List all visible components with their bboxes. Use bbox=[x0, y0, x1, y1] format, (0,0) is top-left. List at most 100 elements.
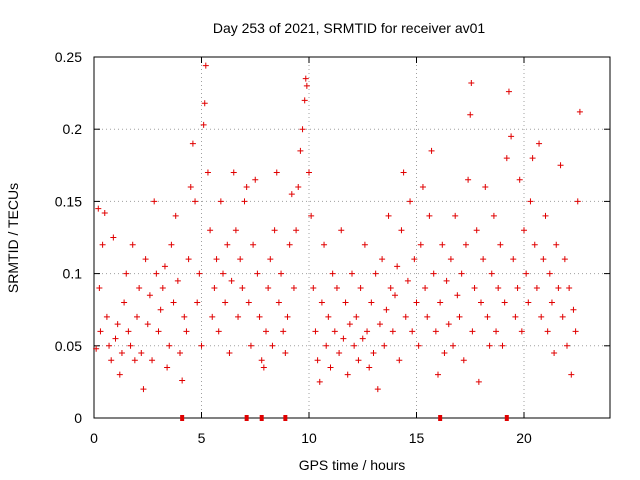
data-point bbox=[286, 241, 293, 248]
data-point bbox=[181, 313, 188, 320]
data-point bbox=[544, 328, 551, 335]
data-point bbox=[409, 328, 416, 335]
data-point bbox=[194, 299, 201, 306]
data-point bbox=[226, 350, 233, 357]
data-point bbox=[559, 313, 566, 320]
data-point bbox=[323, 342, 330, 349]
data-point bbox=[106, 342, 113, 349]
data-point bbox=[134, 313, 140, 320]
data-point bbox=[505, 88, 512, 95]
data-point bbox=[566, 285, 573, 292]
data-point bbox=[271, 227, 278, 234]
data-point bbox=[297, 147, 304, 154]
data-point bbox=[207, 227, 214, 234]
data-point bbox=[527, 198, 534, 205]
data-point bbox=[280, 328, 287, 335]
plot-frame bbox=[93, 56, 611, 419]
data-point bbox=[116, 371, 123, 378]
data-point bbox=[469, 328, 476, 335]
data-point bbox=[475, 378, 482, 385]
data-point bbox=[531, 241, 538, 248]
data-point bbox=[123, 270, 130, 277]
data-point bbox=[243, 183, 250, 190]
y-tick-label: 0.1 bbox=[63, 266, 83, 282]
data-point bbox=[379, 256, 386, 263]
data-point bbox=[140, 386, 147, 393]
data-point bbox=[396, 357, 403, 364]
data-point bbox=[503, 155, 510, 162]
data-point bbox=[187, 183, 194, 190]
data-point bbox=[312, 328, 319, 335]
data-point bbox=[486, 342, 493, 349]
data-point bbox=[230, 169, 237, 176]
gap-marker bbox=[283, 415, 288, 421]
data-point bbox=[450, 342, 457, 349]
data-point bbox=[439, 241, 446, 248]
data-point bbox=[290, 285, 297, 292]
data-point bbox=[144, 321, 151, 328]
data-point bbox=[166, 342, 173, 349]
data-point bbox=[301, 97, 308, 104]
data-series-av01 bbox=[93, 62, 583, 393]
data-point bbox=[385, 212, 392, 219]
data-point bbox=[538, 313, 545, 320]
x-tick-label: 20 bbox=[516, 430, 532, 446]
data-point bbox=[295, 183, 302, 190]
gap-marker bbox=[244, 415, 249, 421]
data-point bbox=[551, 350, 558, 357]
data-point bbox=[310, 285, 317, 292]
data-point bbox=[383, 306, 390, 313]
data-point bbox=[222, 299, 229, 306]
data-point bbox=[200, 121, 207, 128]
data-point bbox=[228, 277, 235, 284]
data-point bbox=[93, 345, 100, 352]
grid-lines bbox=[94, 57, 610, 418]
data-point bbox=[467, 111, 474, 118]
data-point bbox=[404, 277, 411, 284]
data-point bbox=[99, 241, 106, 248]
x-axis-label: GPS time / hours bbox=[299, 457, 406, 473]
data-point bbox=[521, 227, 527, 234]
data-point bbox=[426, 212, 433, 219]
data-point bbox=[495, 285, 502, 292]
data-point bbox=[456, 313, 463, 320]
data-point bbox=[142, 256, 149, 263]
data-point bbox=[247, 342, 254, 349]
data-point bbox=[237, 256, 244, 263]
data-point bbox=[501, 299, 508, 306]
data-point bbox=[250, 241, 257, 248]
data-point bbox=[164, 364, 171, 371]
data-point bbox=[338, 227, 345, 234]
data-point bbox=[572, 328, 579, 335]
data-point bbox=[220, 270, 226, 277]
data-point bbox=[275, 299, 282, 306]
y-tick-label: 0.25 bbox=[55, 49, 82, 65]
data-point bbox=[161, 263, 168, 270]
data-point bbox=[192, 198, 199, 205]
data-point bbox=[454, 292, 461, 299]
data-point bbox=[488, 270, 495, 277]
data-point bbox=[215, 328, 222, 335]
data-point bbox=[189, 140, 196, 147]
data-point bbox=[400, 169, 407, 176]
data-point bbox=[258, 357, 265, 364]
data-point bbox=[174, 277, 181, 284]
data-point bbox=[302, 75, 309, 82]
data-point bbox=[157, 306, 164, 313]
data-point bbox=[478, 299, 484, 306]
data-point bbox=[525, 299, 532, 306]
data-point bbox=[278, 270, 285, 277]
data-point bbox=[533, 285, 540, 292]
data-point bbox=[269, 342, 276, 349]
data-point bbox=[204, 169, 211, 176]
data-point bbox=[564, 342, 570, 349]
data-point bbox=[95, 205, 102, 212]
x-tick-label: 15 bbox=[409, 430, 425, 446]
data-point bbox=[413, 299, 420, 306]
data-point bbox=[260, 364, 267, 371]
gap-marker bbox=[180, 415, 185, 421]
data-point bbox=[342, 299, 349, 306]
data-point bbox=[349, 270, 355, 277]
data-point bbox=[125, 328, 132, 335]
data-point bbox=[422, 285, 429, 292]
